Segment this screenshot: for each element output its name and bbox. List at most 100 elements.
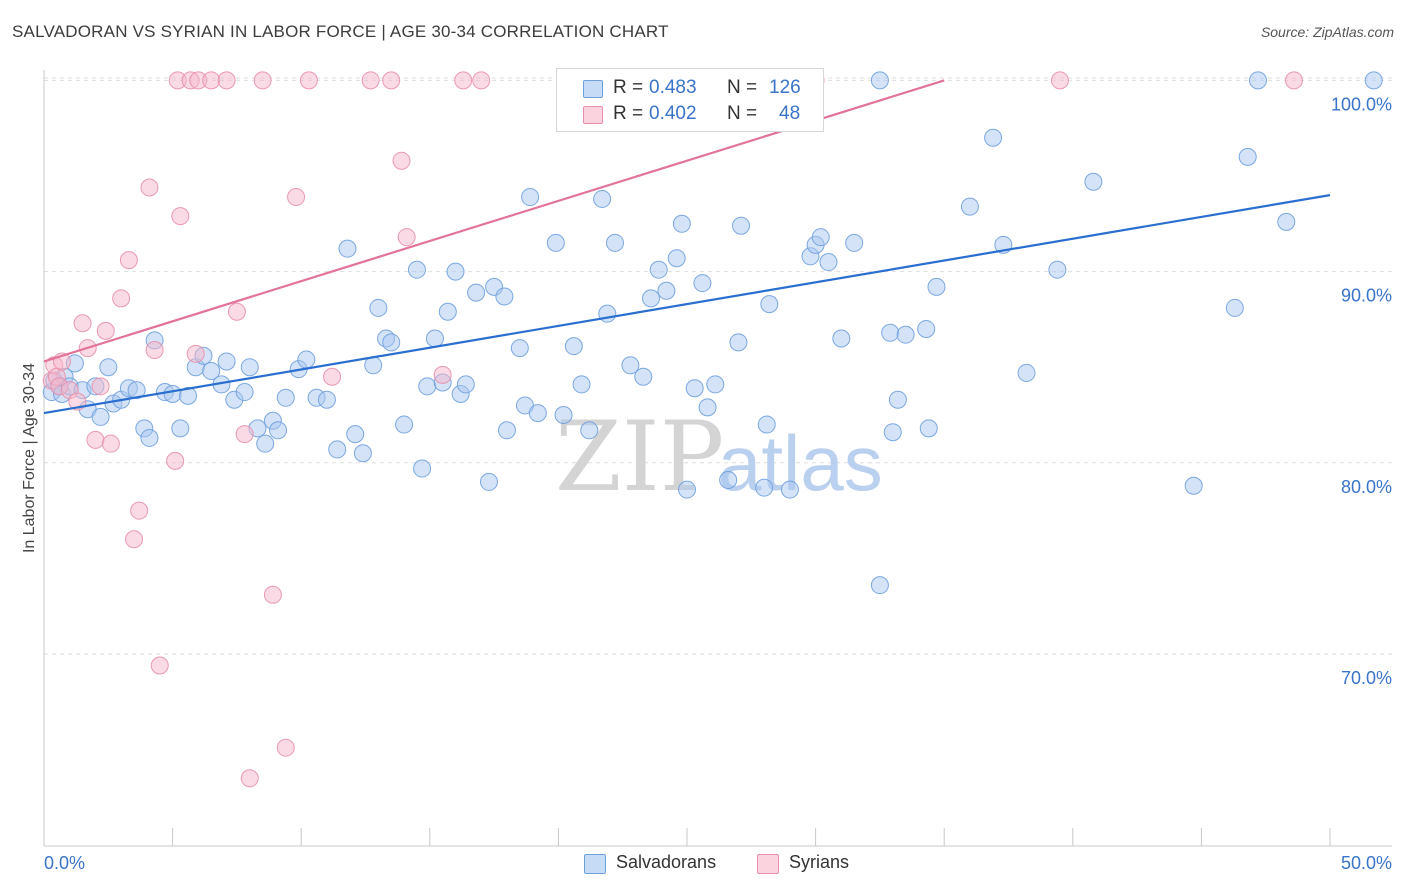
point-syrians: [397, 228, 416, 247]
point-salvadorans: [497, 421, 516, 440]
point-syrians: [171, 207, 190, 226]
salvadorans-swatch: [583, 80, 603, 98]
point-salvadorans: [605, 233, 624, 252]
point-salvadorans: [1238, 147, 1257, 166]
point-salvadorans: [811, 228, 830, 247]
point-salvadorans: [819, 253, 838, 272]
point-salvadorans: [510, 339, 529, 358]
point-salvadorans: [870, 576, 889, 595]
point-salvadorans: [438, 302, 457, 321]
point-salvadorans: [917, 319, 936, 338]
point-salvadorans: [1184, 476, 1203, 495]
point-salvadorans: [593, 189, 612, 208]
point-salvadorans: [217, 352, 236, 371]
legend-label-syrians: Syrians: [789, 852, 850, 872]
point-salvadorans: [467, 283, 486, 302]
n-value: 126: [769, 77, 801, 98]
point-salvadorans: [1084, 172, 1103, 191]
point-syrians: [382, 71, 401, 90]
point-salvadorans: [317, 390, 336, 409]
point-syrians: [73, 314, 92, 333]
point-syrians: [361, 71, 380, 90]
point-salvadorans: [256, 434, 275, 453]
point-salvadorans: [446, 262, 465, 281]
point-salvadorans: [760, 295, 779, 314]
point-salvadorans: [927, 277, 946, 296]
point-salvadorans: [685, 379, 704, 398]
watermark-atlas: atlas: [718, 419, 883, 507]
point-salvadorans: [127, 381, 146, 400]
point-salvadorans: [353, 444, 372, 463]
point-salvadorans: [297, 350, 316, 369]
point-salvadorans: [706, 375, 725, 394]
n-value: 48: [779, 103, 801, 124]
point-syrians: [145, 340, 164, 359]
salvadorans-legend-swatch: [584, 854, 606, 874]
point-syrians: [125, 530, 144, 549]
point-salvadorans: [1248, 71, 1267, 90]
point-salvadorans: [732, 216, 751, 235]
point-salvadorans: [1017, 363, 1036, 382]
point-salvadorans: [649, 260, 668, 279]
y-tick-label: 80.0%: [1341, 477, 1392, 497]
point-salvadorans: [572, 375, 591, 394]
y-tick-label: 90.0%: [1341, 286, 1392, 306]
point-salvadorans: [580, 421, 599, 440]
y-tick-label: 100.0%: [1331, 94, 1392, 114]
axes: [43, 70, 1392, 847]
point-salvadorans: [757, 415, 776, 434]
data-points: [42, 71, 1383, 788]
point-syrians: [186, 344, 205, 363]
point-salvadorans: [896, 325, 915, 344]
chart-source: Source: ZipAtlas.com: [1260, 24, 1394, 40]
point-syrians: [263, 585, 282, 604]
trend-line-salvadorans: [43, 194, 1331, 415]
point-salvadorans: [657, 281, 676, 300]
n-label: N =: [727, 77, 758, 98]
x-tick-label: 0.0%: [44, 853, 85, 873]
point-salvadorans: [621, 356, 640, 375]
point-salvadorans: [395, 415, 414, 434]
point-salvadorans: [719, 471, 738, 490]
point-salvadorans: [418, 377, 437, 396]
point-syrians: [299, 71, 318, 90]
point-salvadorans: [382, 333, 401, 352]
point-salvadorans: [678, 480, 696, 499]
watermark-zip: ZIP: [555, 401, 724, 513]
point-salvadorans: [1048, 260, 1067, 279]
point-salvadorans: [546, 233, 565, 252]
syrians-legend-swatch: [757, 854, 779, 874]
watermark: ZIP atlas: [555, 401, 883, 513]
point-syrians: [454, 71, 473, 90]
point-syrians: [287, 188, 306, 207]
point-syrians: [1284, 71, 1303, 90]
point-syrians: [433, 365, 452, 384]
point-salvadorans: [521, 188, 540, 207]
point-salvadorans: [881, 323, 900, 342]
point-salvadorans: [171, 419, 190, 438]
point-syrians: [91, 377, 110, 396]
point-syrians: [472, 71, 491, 90]
point-salvadorans: [202, 362, 221, 381]
point-syrians: [96, 321, 115, 340]
point-salvadorans: [1225, 298, 1244, 317]
point-salvadorans: [729, 333, 748, 352]
chart-title: SALVADORAN VS SYRIAN IN LABOR FORCE | AG…: [12, 22, 669, 41]
point-salvadorans: [755, 478, 774, 497]
point-salvadorans: [693, 274, 712, 293]
r-label: R =: [613, 103, 644, 124]
axis-labels: 70.0% 80.0% 90.0% 100.0% 0.0% 50.0% In Labor F…: [21, 94, 1392, 873]
point-salvadorans: [425, 329, 444, 348]
point-salvadorans: [328, 440, 347, 459]
point-salvadorans: [369, 298, 388, 317]
point-salvadorans: [235, 383, 254, 402]
point-syrians: [217, 71, 236, 90]
y-axis-label: In Labor Force | Age 30-34: [21, 363, 38, 553]
point-salvadorans: [888, 390, 907, 409]
point-salvadorans: [672, 214, 691, 233]
point-salvadorans: [554, 406, 573, 424]
r-value: 0.483: [649, 77, 697, 98]
point-syrians: [119, 251, 138, 270]
point-syrians: [86, 430, 105, 449]
